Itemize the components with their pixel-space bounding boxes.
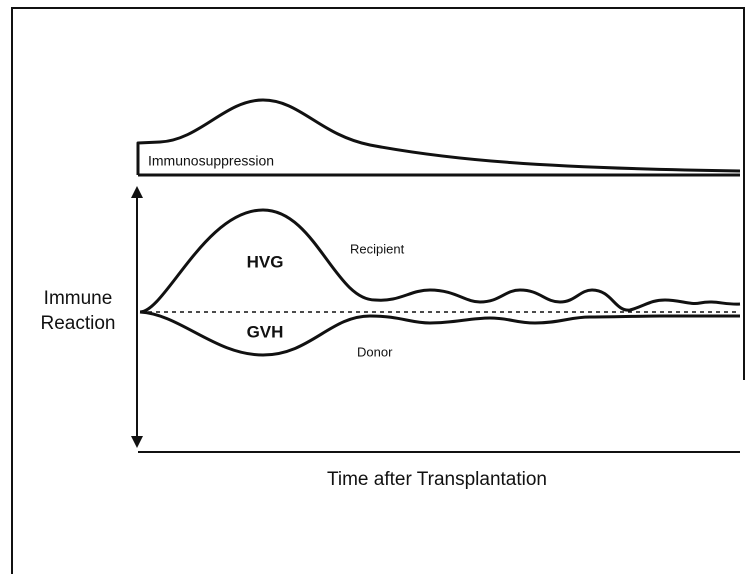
recipient-label: Recipient xyxy=(350,241,405,256)
donor-curve xyxy=(139,310,740,357)
y-axis-label: Reaction xyxy=(41,313,116,334)
hvg-label: HVG xyxy=(247,252,284,271)
recipient-curve xyxy=(139,208,741,314)
gvh-label: GVH xyxy=(247,322,284,341)
donor-label: Donor xyxy=(357,344,393,359)
y-axis-label: Immune xyxy=(44,288,113,309)
x-axis-label: Time after Transplantation xyxy=(327,469,547,490)
immunosuppression-curve xyxy=(136,98,741,175)
immunosuppression-label: Immunosuppression xyxy=(148,153,274,169)
frame xyxy=(11,7,745,574)
